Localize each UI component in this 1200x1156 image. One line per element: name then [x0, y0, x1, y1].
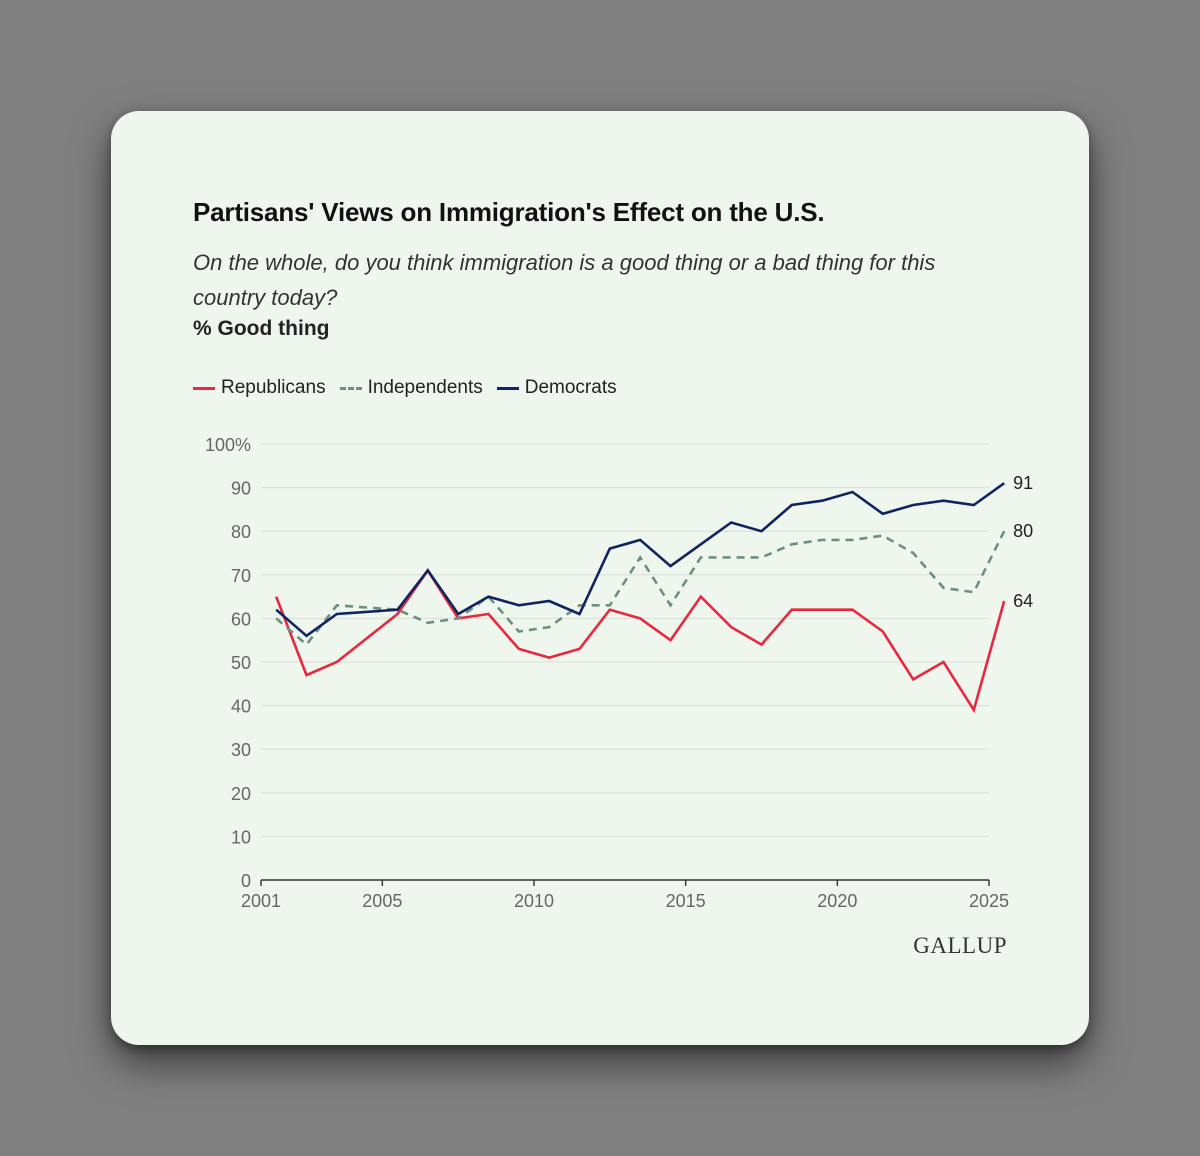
x-tick-label: 2015 [666, 891, 706, 911]
y-tick-label: 100% [205, 435, 251, 455]
legend-item-republicans: Republicans [193, 377, 326, 399]
x-tick-label: 2005 [362, 891, 402, 911]
chart-card: Partisans' Views on Immigration's Effect… [111, 111, 1089, 1045]
y-tick-label: 10 [231, 827, 251, 847]
gallup-logo: GALLUP [913, 933, 1007, 958]
end-label-democrats: 91 [1013, 473, 1033, 493]
y-tick-label: 60 [231, 609, 251, 629]
series-line-democrats [275, 482, 1005, 638]
chart-title: Partisans' Views on Immigration's Effect… [193, 197, 825, 227]
legend-label-independents: Independents [367, 377, 483, 398]
y-tick-label: 90 [231, 479, 251, 499]
series-line-republicans [274, 568, 1006, 714]
legend-swatch-independents [339, 386, 362, 390]
legend-swatch-democrats [496, 386, 519, 390]
y-tick-label: 50 [231, 653, 251, 673]
line-chart: 0 10 20 30 40 50 60 70 80 90 100% 2001 2005 2010 2015 2… [205, 435, 1033, 911]
data-series [274, 482, 1006, 714]
grid-lines [261, 443, 989, 881]
x-tick-label: 2001 [241, 891, 281, 911]
y-tick-label: 70 [231, 566, 251, 586]
end-labels: 64 80 91 [1013, 473, 1033, 611]
x-tick-label: 2010 [514, 891, 554, 911]
legend-label-democrats: Democrats [524, 377, 617, 398]
legend-item-independents: Independents [339, 377, 483, 399]
y-tick-label: 40 [231, 697, 251, 717]
chart-legend: Republicans Independents Democrats [193, 377, 631, 399]
series-line-independents [275, 530, 1006, 647]
x-tick-label: 2025 [969, 891, 1009, 911]
end-label-independents: 80 [1013, 521, 1033, 541]
legend-item-democrats: Democrats [496, 377, 617, 399]
legend-label-republicans: Republicans [221, 377, 326, 398]
y-tick-label: 30 [231, 740, 251, 760]
chart-measure-label: % Good thing [193, 317, 330, 340]
x-tick-label: 2020 [817, 891, 857, 911]
legend-swatch-republicans [193, 386, 215, 390]
axis-labels: 0 10 20 30 40 50 60 70 80 90 100% 2001 2005 2010 2015 2… [205, 435, 1009, 911]
end-label-republicans: 64 [1013, 591, 1033, 611]
y-tick-label: 0 [241, 871, 251, 891]
chart-subtitle: On the whole, do you think immigration i… [193, 250, 936, 310]
y-tick-label: 80 [231, 522, 251, 542]
y-tick-label: 20 [231, 784, 251, 804]
